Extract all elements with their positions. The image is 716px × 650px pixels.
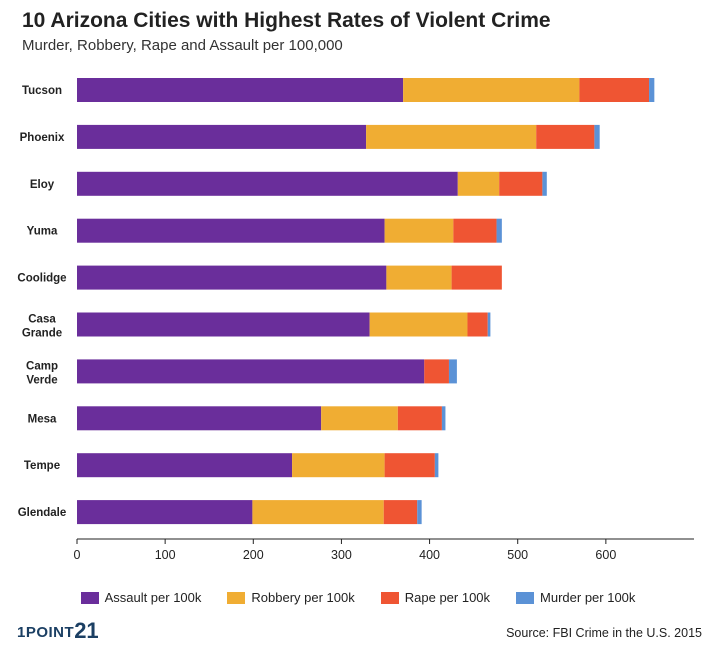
bar-tucson-murder — [649, 78, 655, 102]
bar-phoenix-robbery — [366, 124, 537, 149]
bar-eloy-robbery — [457, 171, 500, 196]
category-label-line1: Casa — [28, 314, 56, 326]
bar-yuma-assault — [77, 218, 385, 243]
bar-camp-verde-assault — [77, 359, 425, 384]
bar-mesa-assault — [77, 406, 322, 431]
category-label-glendale: Glendale — [18, 507, 67, 519]
bar-tempe-murder — [434, 453, 439, 478]
chart-title: 10 Arizona Cities with Highest Rates of … — [22, 9, 551, 32]
legend-item-rape: Rape per 100k — [380, 590, 491, 605]
x-axis-ticks: 0 100 200 300 400 500 600 — [74, 539, 616, 562]
legend-label-assault: Assault per 100k — [104, 590, 202, 605]
x-tick-label-0: 0 — [74, 548, 81, 562]
bar-eloy-rape — [499, 171, 543, 196]
bar-coolidge-rape — [451, 265, 502, 290]
bar-casa-grande-murder — [487, 312, 491, 337]
bar-eloy-murder — [542, 171, 547, 196]
bars-group — [77, 78, 655, 525]
logo-number: 21 — [74, 618, 99, 643]
category-label-coolidge: Coolidge — [17, 273, 66, 285]
bar-tempe-assault — [77, 453, 293, 478]
bar-camp-verde-murder — [448, 359, 457, 384]
bar-tempe-rape — [384, 453, 435, 478]
bar-casa-grande-assault — [77, 312, 370, 337]
legend-item-robbery: Robbery per 100k — [227, 590, 355, 605]
source-note: Source: FBI Crime in the U.S. 2015 — [506, 626, 702, 640]
bar-mesa-robbery — [321, 406, 398, 431]
legend-swatch-robbery — [227, 591, 246, 604]
bar-phoenix-assault — [77, 124, 367, 149]
bar-tucson-robbery — [403, 78, 580, 102]
legend-swatch-assault — [80, 591, 99, 604]
bar-mesa-rape — [397, 406, 442, 431]
category-label-tucson: Tucson — [22, 85, 62, 97]
bar-casa-grande-robbery — [369, 312, 468, 337]
bar-glendale-rape — [383, 500, 418, 525]
category-label-eloy: Eloy — [30, 179, 55, 191]
legend-label-murder: Murder per 100k — [540, 590, 636, 605]
category-label-line2: Verde — [26, 374, 57, 386]
legend-swatch-rape — [380, 591, 399, 604]
legend-swatch-murder — [516, 591, 535, 604]
category-label-mesa: Mesa — [28, 413, 57, 425]
bar-tempe-robbery — [292, 453, 385, 478]
category-label-line2: Grande — [22, 328, 62, 340]
bar-phoenix-rape — [536, 124, 595, 149]
legend-item-assault: Assault per 100k — [80, 590, 202, 605]
bar-tucson-assault — [77, 78, 404, 102]
bar-phoenix-murder — [594, 124, 600, 149]
logo-text: 1POINT — [17, 624, 75, 641]
bar-coolidge-assault — [77, 265, 387, 290]
bar-casa-grande-rape — [467, 312, 488, 337]
legend-label-robbery: Robbery per 100k — [251, 590, 355, 605]
legend-item-murder: Murder per 100k — [516, 590, 635, 605]
bar-eloy-assault — [77, 171, 458, 196]
chart-subtitle: Murder, Robbery, Rape and Assault per 10… — [22, 37, 343, 54]
category-label-yuma: Yuma — [27, 226, 58, 238]
category-label-line1: Camp — [26, 360, 58, 372]
category-label-camp-verde: Camp Verde — [26, 360, 58, 386]
x-tick-label-500: 500 — [507, 548, 528, 562]
category-label-tempe: Tempe — [24, 460, 60, 472]
brand-logo[interactable]: 1POINT 21 — [17, 618, 99, 643]
legend-label-rape: Rape per 100k — [404, 590, 491, 605]
category-label-phoenix: Phoenix — [20, 132, 65, 144]
x-tick-label-200: 200 — [243, 548, 264, 562]
bar-mesa-murder — [441, 406, 446, 431]
bar-tucson-rape — [579, 78, 650, 102]
legend: Assault per 100k Robbery per 100k Rape p… — [0, 590, 716, 605]
x-tick-label-400: 400 — [419, 548, 440, 562]
bar-glendale-assault — [77, 500, 253, 525]
bar-coolidge-robbery — [386, 265, 452, 290]
bar-yuma-robbery — [384, 218, 454, 243]
bar-glendale-murder — [417, 500, 422, 525]
category-label-casa-grande: Casa Grande — [22, 314, 62, 340]
bar-camp-verde-rape — [424, 359, 449, 384]
bar-glendale-robbery — [252, 500, 384, 525]
bar-yuma-rape — [453, 218, 497, 243]
bar-yuma-murder — [496, 218, 502, 243]
x-tick-label-300: 300 — [331, 548, 352, 562]
x-tick-label-100: 100 — [155, 548, 176, 562]
x-tick-label-600: 600 — [595, 548, 616, 562]
